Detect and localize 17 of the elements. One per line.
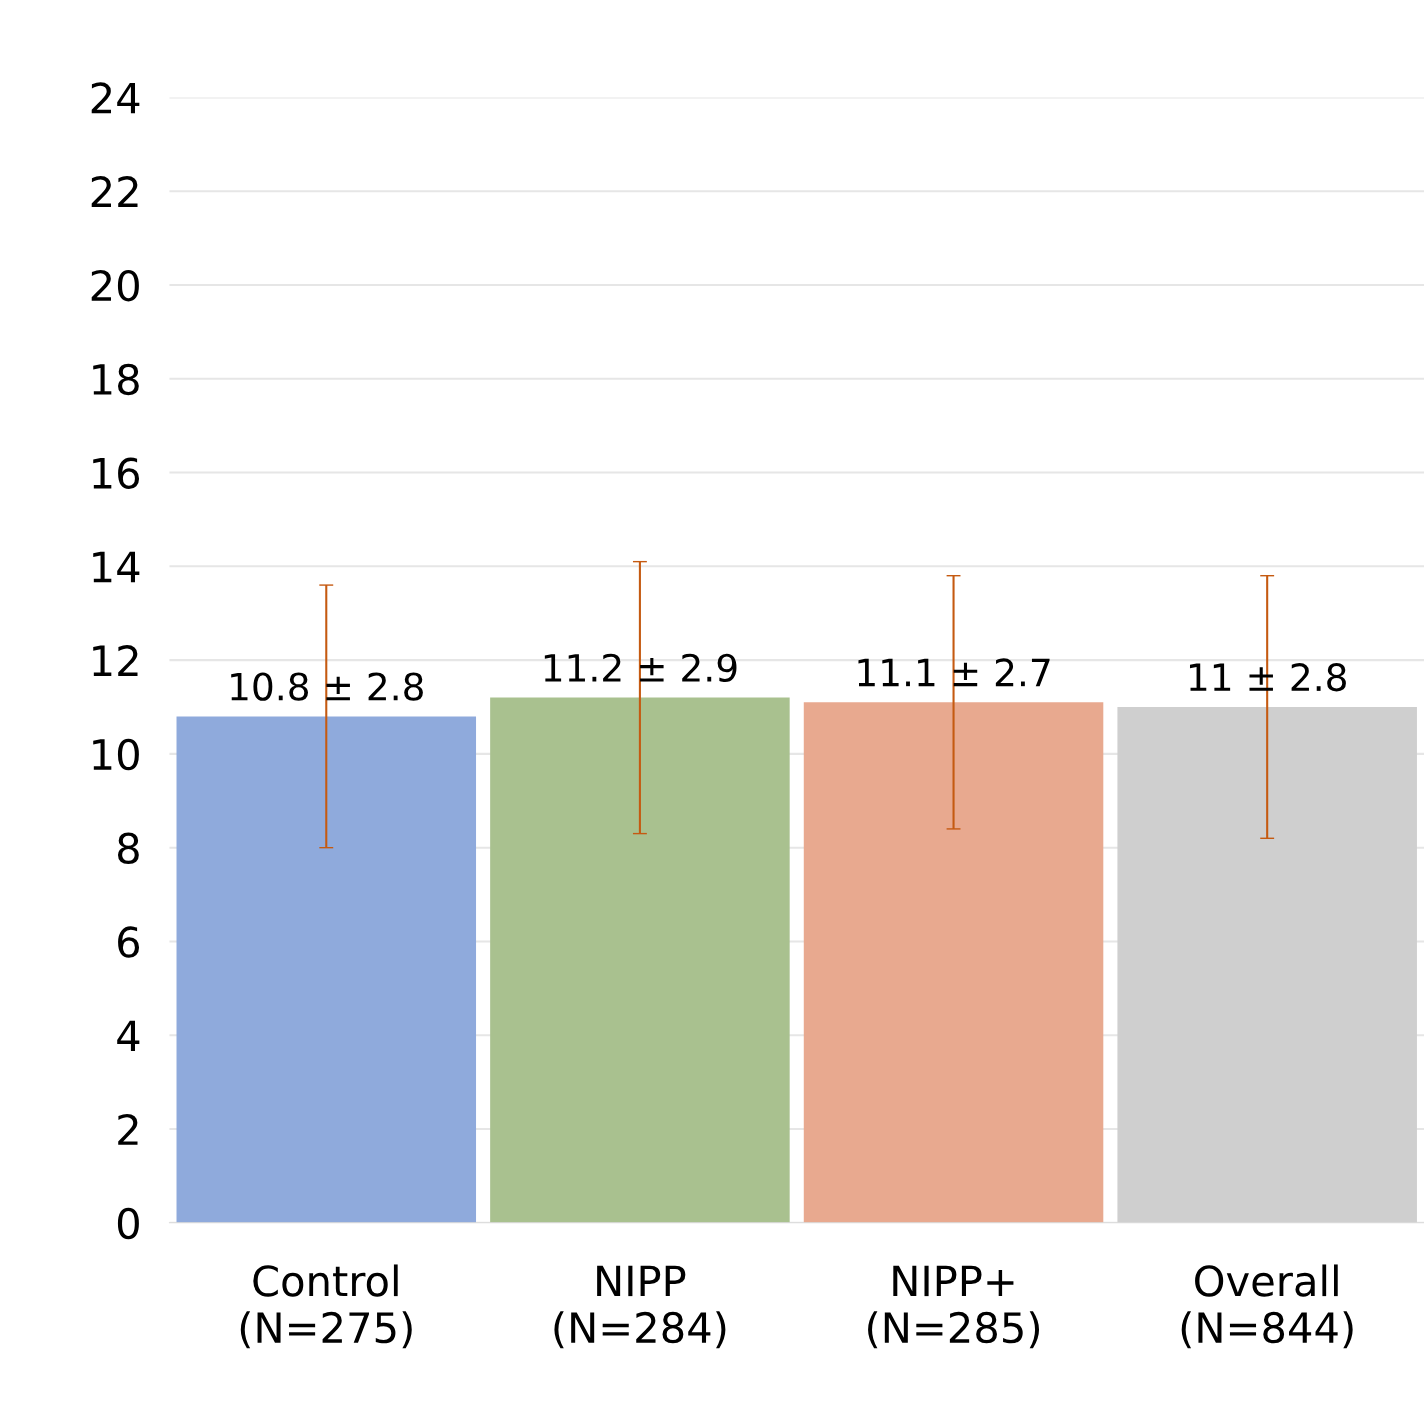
y-tick-label: 16 [93, 457, 140, 489]
y-tick-label: 2 [118, 1113, 138, 1145]
y-tick-label: 0 [117, 1207, 139, 1240]
x-tick-label: Control (N=275) [240, 1264, 412, 1349]
y-tick-label: 12 [93, 645, 138, 676]
y-tick-label: 20 [91, 269, 139, 302]
y-tick-label: 18 [93, 363, 139, 396]
y-tick-label: 8 [117, 832, 139, 865]
y-tick-label: 10 [93, 738, 139, 771]
y-tick-label: 22 [91, 176, 138, 208]
x-tick-label: NIPP (N=284) [554, 1265, 726, 1349]
y-tick-label: 24 [91, 82, 140, 114]
x-tick-label: Overall (N=844) [1181, 1264, 1353, 1349]
y-tick-label: 14 [93, 551, 140, 583]
y-tick-label: 6 [118, 926, 140, 958]
y-tick-label: 4 [117, 1020, 140, 1052]
x-tick-label: NIPP+ (N=285) [868, 1265, 1040, 1349]
